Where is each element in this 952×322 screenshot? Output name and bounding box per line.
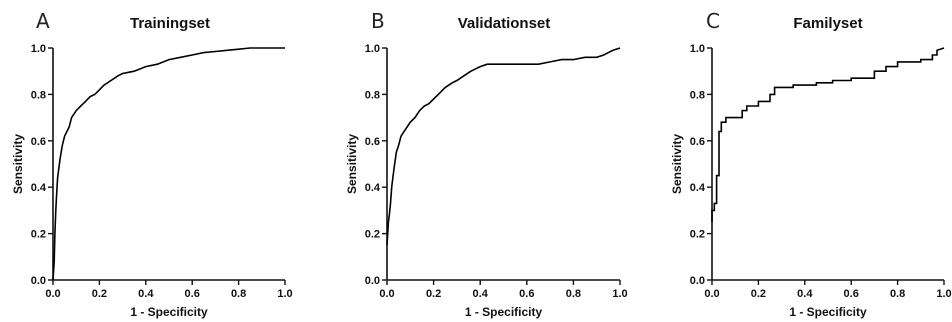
x-axis-label: 1 - Specificity [465,305,543,319]
y-tick-label: 0.8 [690,89,705,101]
x-tick-label: 0.4 [138,288,154,300]
y-tick-label: 0.6 [690,136,705,148]
y-axis-label: Sensitivity [670,134,684,194]
y-tick-label: 0.4 [365,182,381,194]
panel-b: B Validationset 0.0 0.2 0.4 0.6 0.8 1.0 0.0 0.2 0.… [345,9,628,319]
roc-curve-line [711,47,945,222]
x-axis-label: 1 - Specificity [130,305,208,319]
y-tick-label: 0.6 [365,136,380,148]
y-tick-label: 0.2 [31,229,46,241]
x-tick-label: 0.4 [797,288,813,300]
chart-title: Familyset [793,15,862,32]
x-tick-label: 1.0 [277,288,292,300]
x-tick-label: 1.0 [936,288,951,300]
x-tick-label: 0.6 [519,288,534,300]
roc-curve-line [52,47,285,281]
roc-curve-line [386,47,621,246]
x-tick-label: 0.0 [704,288,719,300]
y-tick-label: 1.0 [690,43,705,55]
y-tick-label: 0.0 [31,275,46,287]
y-tick-label: 0.0 [365,275,380,287]
y-tick-label: 0.8 [365,89,380,101]
panel-letter: C [706,9,720,33]
panel-a: A Trainingset 0.0 0.2 0.4 0.6 0.8 1.0 0.0 0.2 0.4 0… [11,9,293,319]
y-tick-label: 0.4 [31,182,47,194]
x-tick-label: 0.2 [751,288,766,300]
x-tick-label: 0.6 [185,288,200,300]
panel-letter: B [371,9,385,33]
x-tick-label: 0.2 [92,288,107,300]
y-tick-label: 0.8 [31,89,46,101]
x-tick-label: 0.8 [890,288,905,300]
y-tick-label: 0.4 [690,182,706,194]
y-tick-label: 1.0 [31,43,46,55]
y-tick-label: 0.6 [31,136,46,148]
chart-title: Validationset [458,15,551,32]
y-axis-label: Sensitivity [345,134,359,194]
x-tick-label: 0.2 [426,288,441,300]
y-tick-label: 0.2 [690,229,705,241]
y-tick-label: 1.0 [365,43,380,55]
x-tick-label: 0.0 [45,288,60,300]
panel-letter: A [36,9,50,33]
x-tick-label: 0.0 [379,288,394,300]
x-tick-label: 1.0 [612,288,627,300]
x-tick-label: 0.8 [231,288,246,300]
y-tick-label: 0.2 [365,229,380,241]
panel-c: C Familyset 0.0 0.2 0.4 0.6 0.8 1.0 0.0 0.2 0.4 0.6… [670,9,952,319]
x-tick-label: 0.4 [473,288,489,300]
x-tick-label: 0.8 [566,288,581,300]
x-axis-label: 1 - Specificity [789,305,867,319]
y-axis-label: Sensitivity [11,134,25,194]
y-tick-label: 0.0 [690,275,705,287]
x-tick-label: 0.6 [844,288,859,300]
chart-title: Trainingset [130,15,210,32]
